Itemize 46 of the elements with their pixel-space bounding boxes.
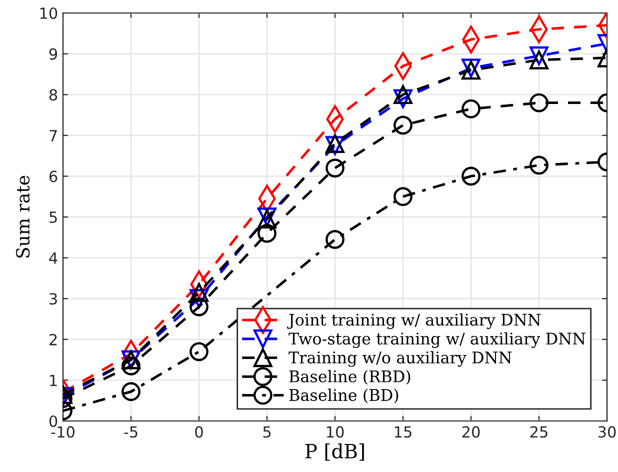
y-tick-label: 2	[50, 334, 57, 346]
point	[190, 283, 208, 302]
y-tick-label: 6	[49, 170, 58, 182]
point	[394, 116, 412, 135]
x-tick-label: 15	[394, 426, 412, 438]
point	[326, 158, 344, 178]
y-tick-label: 0	[49, 415, 58, 428]
point	[190, 289, 208, 308]
point	[394, 187, 412, 206]
point	[530, 46, 548, 66]
x-tick-label: 10	[326, 426, 344, 438]
legend-label: Baseline (RBD)	[289, 370, 410, 385]
point	[462, 99, 480, 118]
point	[462, 166, 480, 186]
y-tick-label: 9	[49, 48, 58, 60]
x-axis-title: P [dB]	[305, 443, 364, 461]
y-tick-label: 5	[50, 212, 57, 224]
y-tick-label: 3	[50, 293, 57, 305]
point	[530, 50, 548, 70]
point	[394, 89, 412, 108]
y-tick-label: 7	[50, 130, 57, 142]
point	[530, 93, 548, 112]
point	[258, 224, 276, 243]
y-axis-title: Sum rate	[16, 176, 30, 258]
x-tick-label: -10	[51, 426, 74, 438]
x-tick-label: 5	[263, 426, 271, 438]
point	[394, 85, 412, 104]
point	[122, 356, 140, 376]
point	[190, 342, 208, 362]
y-tick-label: 1	[50, 374, 57, 386]
y-tick-label: 8	[49, 89, 58, 101]
x-tick-label: 20	[462, 426, 480, 438]
legend-label: Training w/o auxiliary DNN	[288, 351, 512, 367]
y-tick-label: 4	[49, 252, 58, 264]
point	[190, 297, 208, 316]
legend-label: Joint training w/ auxiliary DNN	[287, 313, 541, 330]
x-tick-label: -5	[124, 426, 138, 438]
point	[530, 156, 548, 175]
point	[122, 382, 140, 402]
x-tick-label: 25	[530, 426, 548, 438]
y-tick-label: 10	[40, 7, 58, 20]
x-tick-label: 30	[598, 426, 616, 438]
legend-label: Two-stage training w/ auxiliary DNN	[288, 332, 586, 348]
point	[326, 230, 344, 249]
x-tick-label: 0	[195, 426, 203, 438]
legend-label: Baseline (BD)	[289, 388, 398, 404]
